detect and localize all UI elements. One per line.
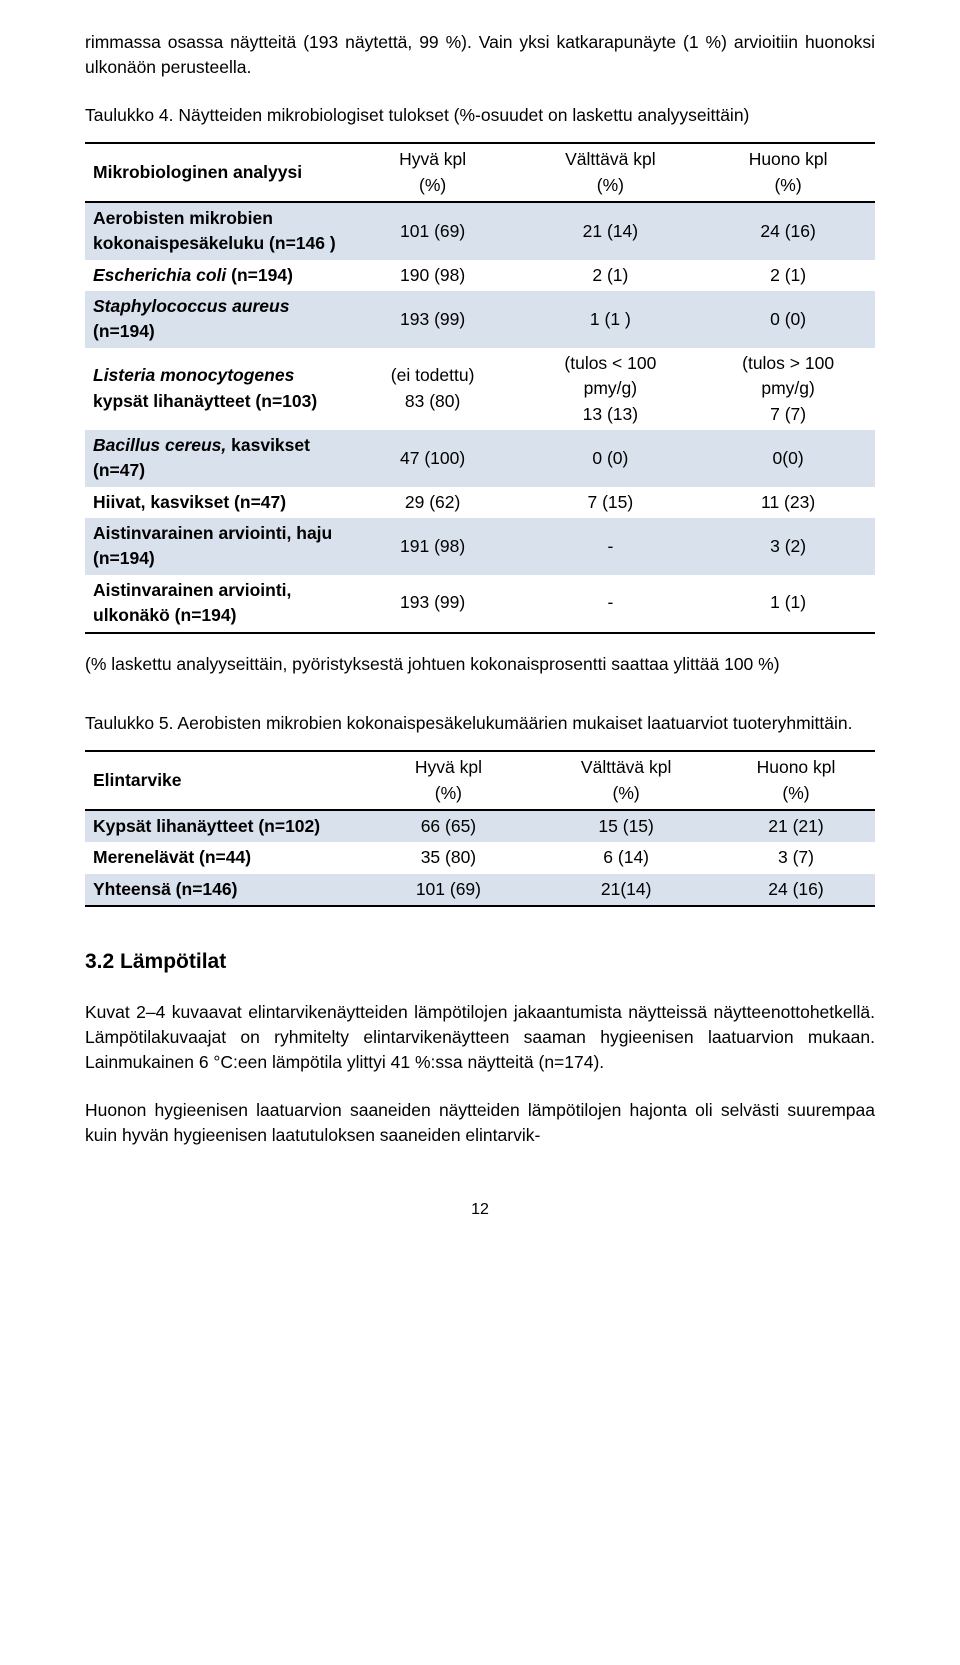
cell: (tulos > 100pmy/g)7 (7) bbox=[701, 348, 875, 430]
row-label: Aistinvarainen arviointi, ulkonäkö (n=19… bbox=[85, 575, 346, 633]
table5-header-c1: Hyvä kpl (%) bbox=[362, 751, 536, 810]
cell: 101 (69) bbox=[362, 874, 536, 906]
page-number: 12 bbox=[85, 1198, 875, 1221]
table5-header-c3: Huono kpl (%) bbox=[717, 751, 875, 810]
table5-header-c3b: (%) bbox=[782, 783, 809, 803]
table4-header-c3: Huono kpl (%) bbox=[701, 143, 875, 202]
table5-header-c1a: Hyvä kpl bbox=[415, 757, 482, 777]
table4-header-c1: Hyvä kpl (%) bbox=[346, 143, 520, 202]
cell: 15 (15) bbox=[535, 810, 717, 842]
table5-caption: Taulukko 5. Aerobisten mikrobien kokonai… bbox=[85, 711, 875, 736]
cell: 47 (100) bbox=[346, 430, 520, 487]
cell: 190 (98) bbox=[346, 260, 520, 291]
section-heading: 3.2 Lämpötilat bbox=[85, 947, 875, 977]
cell: 11 (23) bbox=[701, 487, 875, 518]
row-label: Kypsät lihanäytteet (n=102) bbox=[85, 810, 362, 842]
cell: 0(0) bbox=[701, 430, 875, 487]
cell: 24 (16) bbox=[717, 874, 875, 906]
row-label: Bacillus cereus, kasvikset (n=47) bbox=[85, 430, 346, 487]
cell: 24 (16) bbox=[701, 202, 875, 260]
table4-header-c0: Mikrobiologinen analyysi bbox=[85, 143, 346, 202]
cell: 7 (15) bbox=[520, 487, 702, 518]
table4-header-c3a: Huono kpl bbox=[749, 149, 828, 169]
table5-header-row: Elintarvike Hyvä kpl (%) Välttävä kpl (%… bbox=[85, 751, 875, 810]
row-label: Merenelävät (n=44) bbox=[85, 842, 362, 873]
table5-header-c2a: Välttävä kpl bbox=[581, 757, 671, 777]
cell: 21 (21) bbox=[717, 810, 875, 842]
cell: 1 (1) bbox=[701, 575, 875, 633]
cell: (ei todettu)83 (80) bbox=[346, 348, 520, 430]
table5-header-c3a: Huono kpl bbox=[757, 757, 836, 777]
cell: 35 (80) bbox=[362, 842, 536, 873]
table-row: Aerobisten mikrobien kokonaispesäkeluku … bbox=[85, 202, 875, 260]
row-label: Escherichia coli (n=194) bbox=[85, 260, 346, 291]
row-label: Listeria monocytogenes kypsät lihanäytte… bbox=[85, 348, 346, 430]
cell: 101 (69) bbox=[346, 202, 520, 260]
section-p2: Huonon hygieenisen laatuarvion saaneiden… bbox=[85, 1098, 875, 1149]
table-row: Aistinvarainen arviointi, ulkonäkö (n=19… bbox=[85, 575, 875, 633]
table4: Mikrobiologinen analyysi Hyvä kpl (%) Vä… bbox=[85, 142, 875, 633]
table4-header-c3b: (%) bbox=[774, 175, 801, 195]
row-label: Hiivat, kasvikset (n=47) bbox=[85, 487, 346, 518]
cell: 21(14) bbox=[535, 874, 717, 906]
cell: 1 (1 ) bbox=[520, 291, 702, 348]
table4-header-c1b: (%) bbox=[419, 175, 446, 195]
intro-paragraph: rimmassa osassa näytteitä (193 näytettä,… bbox=[85, 30, 875, 81]
document-page: rimmassa osassa näytteitä (193 näytettä,… bbox=[0, 0, 960, 1262]
table4-header-row: Mikrobiologinen analyysi Hyvä kpl (%) Vä… bbox=[85, 143, 875, 202]
table-row: Merenelävät (n=44)35 (80)6 (14)3 (7) bbox=[85, 842, 875, 873]
table5-header-c0: Elintarvike bbox=[85, 751, 362, 810]
table4-header-c2b: (%) bbox=[597, 175, 624, 195]
cell: (tulos < 100pmy/g)13 (13) bbox=[520, 348, 702, 430]
cell: 3 (2) bbox=[701, 518, 875, 575]
table-row: Kypsät lihanäytteet (n=102)66 (65)15 (15… bbox=[85, 810, 875, 842]
table-row: Staphylococcus aureus (n=194)193 (99)1 (… bbox=[85, 291, 875, 348]
cell: 29 (62) bbox=[346, 487, 520, 518]
cell: - bbox=[520, 575, 702, 633]
cell: 3 (7) bbox=[717, 842, 875, 873]
cell: 0 (0) bbox=[701, 291, 875, 348]
table-row: Yhteensä (n=146)101 (69)21(14)24 (16) bbox=[85, 874, 875, 906]
table-row: Hiivat, kasvikset (n=47)29 (62)7 (15)11 … bbox=[85, 487, 875, 518]
table-row: Listeria monocytogenes kypsät lihanäytte… bbox=[85, 348, 875, 430]
cell: 66 (65) bbox=[362, 810, 536, 842]
table4-header-c2: Välttävä kpl (%) bbox=[520, 143, 702, 202]
table5-header-c1b: (%) bbox=[435, 783, 462, 803]
row-label: Staphylococcus aureus (n=194) bbox=[85, 291, 346, 348]
table4-caption: Taulukko 4. Näytteiden mikrobiologiset t… bbox=[85, 103, 875, 128]
cell: 193 (99) bbox=[346, 575, 520, 633]
table4-header-c2a: Välttävä kpl bbox=[565, 149, 655, 169]
table5: Elintarvike Hyvä kpl (%) Välttävä kpl (%… bbox=[85, 750, 875, 907]
row-label: Aistinvarainen arviointi, haju (n=194) bbox=[85, 518, 346, 575]
table5-header-c2: Välttävä kpl (%) bbox=[535, 751, 717, 810]
table-row: Bacillus cereus, kasvikset (n=47)47 (100… bbox=[85, 430, 875, 487]
table4-footnote: (% laskettu analyyseittäin, pyöristykses… bbox=[85, 652, 875, 677]
table5-header-c2b: (%) bbox=[613, 783, 640, 803]
cell: 21 (14) bbox=[520, 202, 702, 260]
cell: 6 (14) bbox=[535, 842, 717, 873]
table-row: Escherichia coli (n=194)190 (98)2 (1)2 (… bbox=[85, 260, 875, 291]
cell: - bbox=[520, 518, 702, 575]
row-label: Yhteensä (n=146) bbox=[85, 874, 362, 906]
cell: 191 (98) bbox=[346, 518, 520, 575]
section-p1: Kuvat 2–4 kuvaavat elintarvikenäytteiden… bbox=[85, 1000, 875, 1076]
cell: 193 (99) bbox=[346, 291, 520, 348]
cell: 2 (1) bbox=[520, 260, 702, 291]
cell: 2 (1) bbox=[701, 260, 875, 291]
table-row: Aistinvarainen arviointi, haju (n=194)19… bbox=[85, 518, 875, 575]
row-label: Aerobisten mikrobien kokonaispesäkeluku … bbox=[85, 202, 346, 260]
cell: 0 (0) bbox=[520, 430, 702, 487]
table4-header-c1a: Hyvä kpl bbox=[399, 149, 466, 169]
